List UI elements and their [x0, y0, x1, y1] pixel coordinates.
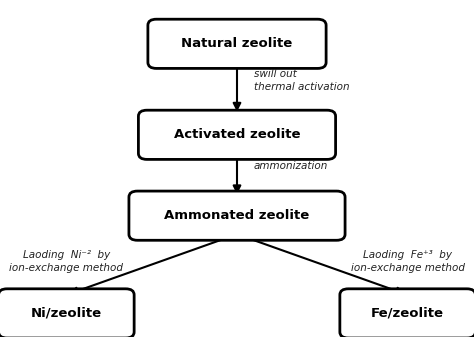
Text: Ni/zeolite: Ni/zeolite — [31, 307, 102, 320]
Text: swill out
thermal activation: swill out thermal activation — [254, 69, 349, 92]
Text: Natural zeolite: Natural zeolite — [182, 37, 292, 50]
Text: Ammonated zeolite: Ammonated zeolite — [164, 209, 310, 222]
Text: ammonization: ammonization — [254, 161, 328, 172]
FancyBboxPatch shape — [0, 289, 134, 337]
Text: Fe/zeolite: Fe/zeolite — [371, 307, 444, 320]
FancyBboxPatch shape — [340, 289, 474, 337]
FancyBboxPatch shape — [129, 191, 345, 240]
FancyBboxPatch shape — [148, 19, 326, 68]
Text: Activated zeolite: Activated zeolite — [174, 128, 300, 141]
Text: Laoding  Ni⁻²  by
ion-exchange method: Laoding Ni⁻² by ion-exchange method — [9, 250, 123, 273]
Text: Laoding  Fe⁺³  by
ion-exchange method: Laoding Fe⁺³ by ion-exchange method — [351, 250, 465, 273]
FancyBboxPatch shape — [138, 110, 336, 159]
